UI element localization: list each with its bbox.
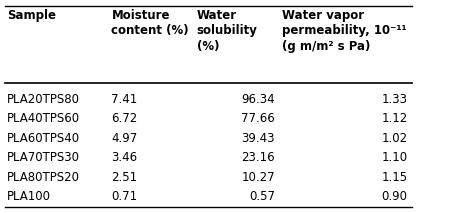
Text: PLA40TPS60: PLA40TPS60 <box>7 112 80 125</box>
Text: 4.97: 4.97 <box>111 132 137 145</box>
Text: Water vapor
permeability, 10⁻¹¹
(g m/m² s Pa): Water vapor permeability, 10⁻¹¹ (g m/m² … <box>282 9 407 53</box>
Text: Moisture
content (%): Moisture content (%) <box>111 9 189 37</box>
Text: PLA20TPS80: PLA20TPS80 <box>7 93 80 106</box>
Text: 1.12: 1.12 <box>382 112 408 125</box>
Text: 77.66: 77.66 <box>241 112 275 125</box>
Text: 1.10: 1.10 <box>382 151 408 164</box>
Text: 96.34: 96.34 <box>241 93 275 106</box>
Text: 10.27: 10.27 <box>241 171 275 184</box>
Text: 6.72: 6.72 <box>111 112 137 125</box>
Text: 1.15: 1.15 <box>382 171 408 184</box>
Text: 1.02: 1.02 <box>382 132 408 145</box>
Text: PLA70TPS30: PLA70TPS30 <box>7 151 80 164</box>
Text: Sample: Sample <box>7 9 56 22</box>
Text: 0.71: 0.71 <box>111 190 137 203</box>
Text: 0.57: 0.57 <box>249 190 275 203</box>
Text: 2.51: 2.51 <box>111 171 137 184</box>
Text: PLA100: PLA100 <box>7 190 51 203</box>
Text: 3.46: 3.46 <box>111 151 137 164</box>
Text: PLA60TPS40: PLA60TPS40 <box>7 132 80 145</box>
Text: 1.33: 1.33 <box>382 93 408 106</box>
Text: 23.16: 23.16 <box>241 151 275 164</box>
Text: 0.90: 0.90 <box>382 190 408 203</box>
Text: Water
solubility
(%): Water solubility (%) <box>197 9 257 53</box>
Text: 7.41: 7.41 <box>111 93 137 106</box>
Text: 39.43: 39.43 <box>241 132 275 145</box>
Text: PLA80TPS20: PLA80TPS20 <box>7 171 80 184</box>
